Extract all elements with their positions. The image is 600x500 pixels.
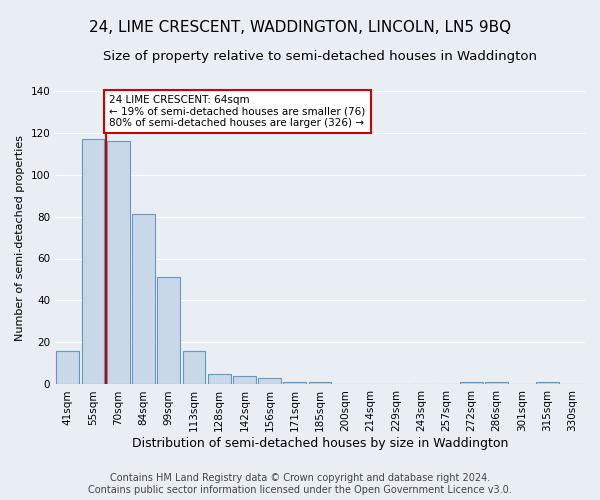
Bar — [82, 139, 104, 384]
Text: 24, LIME CRESCENT, WADDINGTON, LINCOLN, LN5 9BQ: 24, LIME CRESCENT, WADDINGTON, LINCOLN, … — [89, 20, 511, 35]
Bar — [258, 378, 281, 384]
X-axis label: Distribution of semi-detached houses by size in Waddington: Distribution of semi-detached houses by … — [132, 437, 508, 450]
Bar — [485, 382, 508, 384]
Bar — [157, 278, 180, 384]
Bar — [460, 382, 483, 384]
Text: 24 LIME CRESCENT: 64sqm
← 19% of semi-detached houses are smaller (76)
80% of se: 24 LIME CRESCENT: 64sqm ← 19% of semi-de… — [109, 95, 365, 128]
Bar — [107, 141, 130, 384]
Title: Size of property relative to semi-detached houses in Waddington: Size of property relative to semi-detach… — [103, 50, 537, 63]
Bar — [56, 351, 79, 384]
Bar — [283, 382, 306, 384]
Text: Contains HM Land Registry data © Crown copyright and database right 2024.
Contai: Contains HM Land Registry data © Crown c… — [88, 474, 512, 495]
Y-axis label: Number of semi-detached properties: Number of semi-detached properties — [15, 134, 25, 340]
Bar — [132, 214, 155, 384]
Bar — [208, 374, 230, 384]
Bar — [309, 382, 331, 384]
Bar — [182, 351, 205, 384]
Bar — [233, 376, 256, 384]
Bar — [536, 382, 559, 384]
